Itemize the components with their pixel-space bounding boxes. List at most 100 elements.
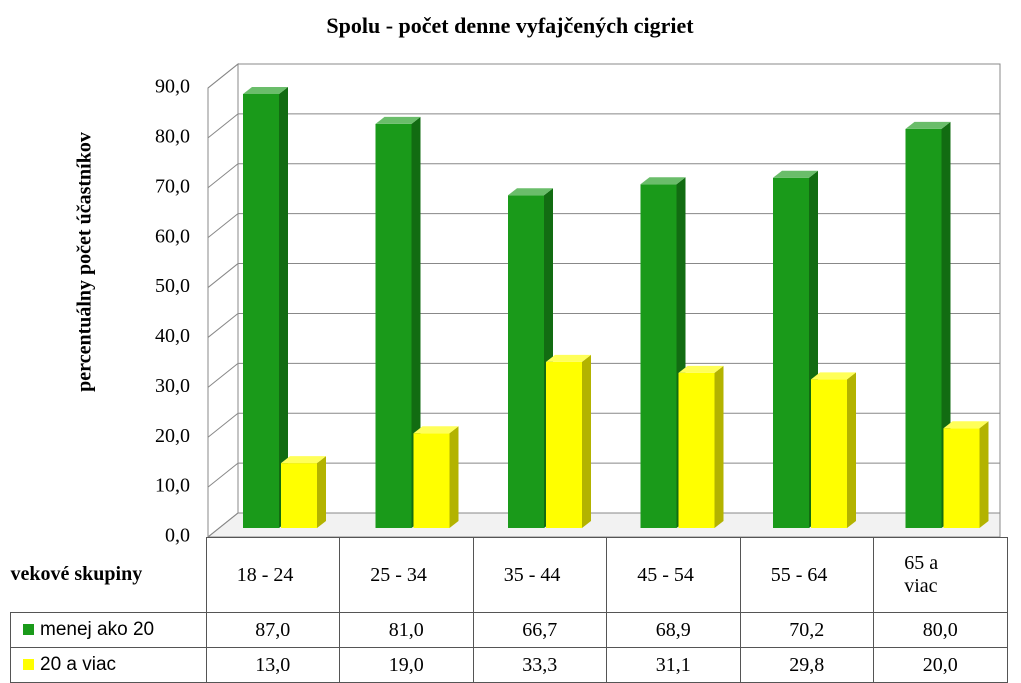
value-cell: 66,7 (472, 612, 607, 648)
value-cell: 33,3 (472, 647, 607, 683)
grid-line (207, 512, 1000, 538)
grid-line (207, 163, 1000, 189)
bar-front (508, 195, 544, 529)
legend-label: 20 a viac (40, 654, 117, 675)
bar-front (905, 128, 942, 528)
bar (281, 456, 326, 528)
category-cell: 65 a viac (873, 537, 1008, 613)
bar-side (449, 426, 459, 528)
value-cell-text: 66,7 (522, 618, 558, 641)
bar-front (281, 463, 317, 528)
back-wall (237, 63, 1001, 514)
bar-front (546, 361, 582, 528)
bar-top (413, 426, 459, 434)
legend-label: menej ako 20 (40, 619, 155, 640)
chart-title: Spolu - počet denne vyfajčených cigriet (326, 13, 694, 38)
bar-top (943, 421, 989, 429)
series-row: menej ako 20 87,0 81,0 66,7 68,9 70,2 80,0 (10, 612, 1008, 648)
bar-top (905, 121, 951, 129)
value-cell-text: 87,0 (255, 618, 291, 641)
value-cell: 29,8 (739, 647, 874, 683)
bar-side (582, 354, 591, 528)
value-cell: 87,0 (205, 612, 340, 648)
bar-side (714, 365, 724, 528)
value-cell: 13,0 (205, 647, 340, 683)
bar (773, 170, 818, 528)
category-cell: 35 - 44 (472, 537, 607, 613)
x-axis-label: vekové skupiny (11, 538, 207, 613)
left-wall (207, 62, 239, 539)
grid-line (207, 462, 1000, 488)
y-tick-label: 40,0 (155, 325, 190, 347)
category-cell-text: 55 - 64 (770, 563, 828, 586)
bar-side (411, 116, 421, 529)
y-tick-label: 50,0 (155, 275, 190, 297)
grid-line (207, 263, 1000, 288)
y-tick-label: 90,0 (155, 76, 190, 98)
category-cell-text: 45 - 54 (637, 563, 694, 586)
category-cell: 45 - 54 (606, 537, 741, 613)
data-table: vekové skupiny 18 - 24 25 - 34 35 - 44 45 - … (10, 537, 1008, 683)
value-cell: 20,0 (873, 647, 1008, 683)
bar-top (640, 177, 686, 185)
category-cell: 25 - 34 (339, 537, 474, 613)
grid-line (207, 362, 1000, 388)
bar-top (546, 354, 591, 362)
grid-line (207, 213, 1000, 239)
legend-swatch (23, 659, 34, 670)
bar-front (678, 372, 715, 528)
category-cell-text: 25 - 34 (370, 563, 427, 586)
grid-line (207, 63, 1000, 89)
category-cell: 18 - 24 (205, 537, 340, 613)
value-cell: 80,0 (873, 612, 1008, 648)
value-cell-text: 29,8 (789, 653, 825, 676)
bar-front (640, 184, 677, 528)
value-cell: 70,2 (739, 612, 874, 648)
category-row: vekové skupiny 18 - 24 25 - 34 35 - 44 45 - … (11, 537, 1008, 613)
grid-line (207, 312, 1000, 338)
bar (943, 421, 989, 528)
bar-top (375, 116, 421, 124)
value-cell-text: 20,0 (922, 653, 958, 676)
y-tick-label: 80,0 (155, 125, 190, 147)
bar-top (678, 365, 724, 373)
bar (546, 354, 591, 528)
bar-top (508, 188, 553, 196)
bar (243, 86, 288, 528)
bar-front (943, 428, 980, 528)
bar-top (243, 86, 288, 94)
value-cell: 68,9 (606, 612, 741, 648)
bar-front (413, 433, 450, 528)
value-cell-text: 13,0 (255, 653, 291, 676)
bar-side (979, 421, 989, 528)
series-row: 20 a viac 13,0 19,0 33,3 31,1 29,8 20,0 (10, 647, 1008, 683)
bar-side (279, 86, 288, 528)
bar (413, 426, 459, 528)
value-cell-text: 33,3 (522, 653, 558, 676)
y-tick-label: 30,0 (155, 375, 190, 397)
bar (811, 372, 856, 528)
legend-swatch (23, 624, 34, 635)
y-tick-label: 20,0 (155, 425, 190, 447)
value-cell-text: 19,0 (388, 653, 424, 676)
bar (905, 121, 951, 528)
value-cell-text: 31,1 (655, 653, 691, 676)
bar-side (847, 372, 856, 528)
value-cell-text: 68,9 (655, 618, 691, 641)
bar-front (773, 177, 809, 528)
bar-top (811, 372, 856, 380)
bar-front (375, 123, 412, 529)
y-tick-label: 60,0 (155, 225, 190, 247)
grid-line (207, 412, 1000, 438)
floor (206, 512, 1001, 538)
category-cell-text: 65 a viac (904, 552, 939, 597)
value-cell: 31,1 (606, 647, 741, 683)
bar-front (243, 93, 279, 528)
bar-top (281, 456, 326, 464)
value-cell: 19,0 (339, 647, 474, 683)
y-tick-label: 70,0 (155, 175, 190, 197)
bar-top (773, 170, 818, 178)
legend-entry: menej ako 20 (10, 612, 207, 648)
